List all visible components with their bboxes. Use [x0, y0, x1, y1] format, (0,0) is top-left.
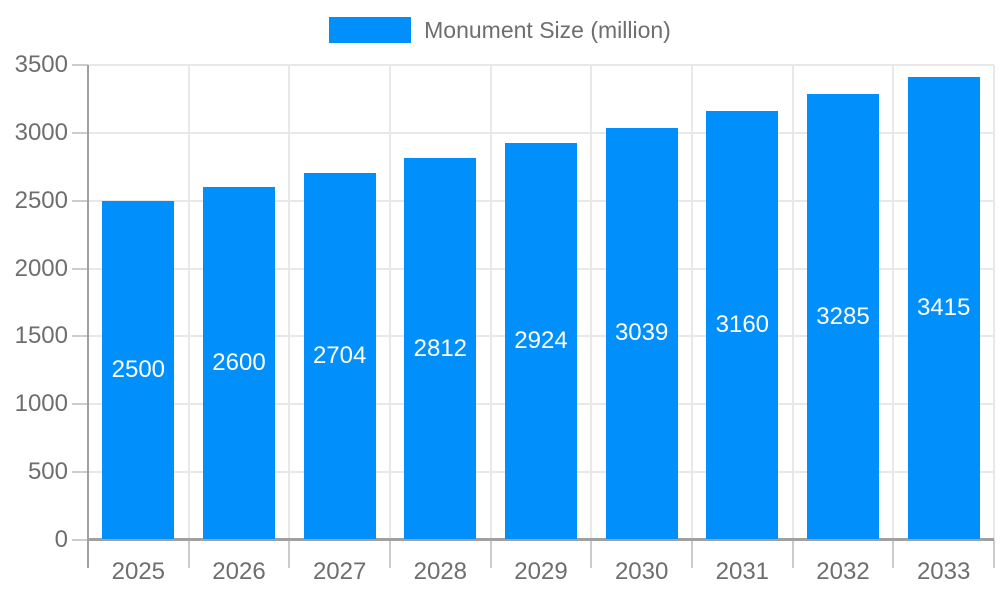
x-axis-tick: [892, 540, 895, 568]
x-axis-tick: [993, 540, 995, 568]
bar-value-label: 3160: [715, 311, 770, 339]
y-axis-line: [87, 65, 89, 568]
bar[interactable]: 3039: [605, 127, 678, 539]
x-axis-tick: [288, 540, 291, 568]
x-axis-label: 2029: [514, 558, 568, 585]
bar[interactable]: 2500: [102, 200, 175, 539]
y-axis-label: 500: [27, 458, 68, 486]
y-axis-label: 0: [54, 526, 68, 553]
x-axis-tick: [187, 540, 190, 568]
bar[interactable]: 3285: [807, 94, 879, 539]
gridline-vertical: [590, 65, 593, 540]
x-axis-tick: [590, 540, 593, 568]
x-axis-label: 2027: [312, 558, 367, 585]
y-axis-label: 3500: [14, 51, 68, 78]
y-axis-tick: [72, 335, 88, 338]
gridline-vertical: [691, 65, 693, 540]
bar-value-label: 3285: [816, 302, 870, 330]
bar[interactable]: 2924: [505, 143, 577, 539]
y-axis-label: 2500: [14, 186, 68, 214]
x-axis-label: 2026: [212, 558, 266, 585]
x-axis-label: 2032: [816, 558, 870, 585]
y-axis-tick: [72, 131, 88, 134]
bar-value-label: 2600: [212, 349, 266, 377]
bar[interactable]: 2600: [203, 187, 275, 539]
y-axis-tick: [72, 403, 88, 406]
legend-label[interactable]: Monument Size (million): [424, 17, 671, 43]
x-axis-label: 2031: [715, 558, 770, 585]
bar[interactable]: 3415: [907, 76, 980, 539]
y-axis-tick: [72, 471, 88, 474]
gridline-vertical: [791, 65, 794, 540]
x-axis-tick: [691, 540, 693, 568]
y-axis-label: 1500: [14, 322, 68, 350]
x-axis-tick: [389, 540, 391, 568]
gridline-vertical: [892, 65, 895, 540]
y-axis-label: 1000: [14, 390, 68, 418]
y-axis-tick: [72, 539, 88, 541]
bar[interactable]: 3160: [706, 111, 779, 539]
gridline-vertical: [187, 65, 190, 540]
bar-value-label: 2704: [312, 342, 367, 369]
legend[interactable]: Monument Size (million): [0, 17, 1000, 43]
x-axis-label: 2033: [916, 558, 971, 585]
bar-value-label: 2500: [111, 355, 166, 383]
bar-value-label: 3039: [614, 319, 669, 347]
y-axis-label: 3000: [14, 118, 68, 146]
y-axis-tick: [72, 64, 88, 66]
bar[interactable]: 2812: [404, 158, 477, 539]
bar[interactable]: 2704: [303, 173, 376, 539]
gridline-vertical: [288, 65, 291, 540]
gridline-vertical: [993, 65, 995, 540]
gridline-horizontal: [88, 64, 994, 66]
bar-value-label: 2924: [514, 327, 568, 355]
gridline-vertical: [389, 65, 391, 540]
bar-value-label: 2812: [413, 334, 468, 362]
x-axis-line: [88, 538, 994, 541]
gridline-horizontal: [88, 131, 994, 134]
y-axis-tick: [72, 199, 88, 202]
gridline-vertical: [489, 65, 492, 540]
x-axis-label: 2025: [111, 558, 166, 585]
x-axis-tick: [791, 540, 794, 568]
x-axis-label: 2030: [614, 558, 669, 585]
y-axis-tick: [72, 267, 88, 270]
legend-swatch[interactable]: [329, 17, 412, 43]
x-axis-label: 2028: [413, 558, 468, 585]
bar-value-label: 3415: [916, 293, 971, 321]
y-axis-label: 2000: [14, 254, 68, 282]
x-axis-tick: [489, 540, 492, 568]
